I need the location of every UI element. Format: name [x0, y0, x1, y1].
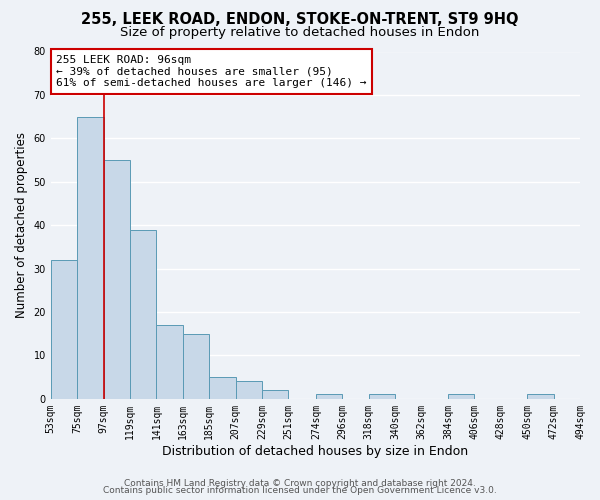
Bar [527, 394, 554, 399]
Bar [236, 382, 262, 399]
Bar [448, 394, 475, 399]
Y-axis label: Number of detached properties: Number of detached properties [15, 132, 28, 318]
Text: Size of property relative to detached houses in Endon: Size of property relative to detached ho… [121, 26, 479, 39]
Bar [51, 260, 77, 399]
Bar [183, 334, 209, 399]
Text: Contains public sector information licensed under the Open Government Licence v3: Contains public sector information licen… [103, 486, 497, 495]
Bar [262, 390, 289, 399]
Bar [157, 325, 183, 399]
Bar [104, 160, 130, 399]
Bar [209, 377, 236, 399]
Bar [130, 230, 157, 399]
Bar [77, 116, 104, 399]
Bar [316, 394, 343, 399]
Bar [369, 394, 395, 399]
Text: 255 LEEK ROAD: 96sqm
← 39% of detached houses are smaller (95)
61% of semi-detac: 255 LEEK ROAD: 96sqm ← 39% of detached h… [56, 55, 367, 88]
X-axis label: Distribution of detached houses by size in Endon: Distribution of detached houses by size … [163, 444, 469, 458]
Text: Contains HM Land Registry data © Crown copyright and database right 2024.: Contains HM Land Registry data © Crown c… [124, 478, 476, 488]
Text: 255, LEEK ROAD, ENDON, STOKE-ON-TRENT, ST9 9HQ: 255, LEEK ROAD, ENDON, STOKE-ON-TRENT, S… [81, 12, 519, 28]
